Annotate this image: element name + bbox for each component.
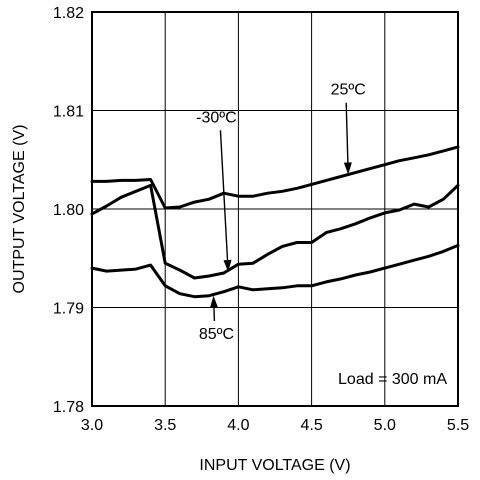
x-tick-label: 4.5 bbox=[300, 417, 322, 434]
arrow-head-85-c bbox=[209, 295, 218, 308]
arrow-line-30-c bbox=[219, 130, 229, 261]
x-axis-label: INPUT VOLTAGE (V) bbox=[199, 457, 350, 474]
arrow-head-25-c bbox=[343, 162, 352, 175]
series-curves bbox=[90, 145, 460, 299]
y-tick-label: 1.79 bbox=[53, 301, 84, 318]
x-tick-label: 3.5 bbox=[154, 417, 176, 434]
y-tick-label: 1.78 bbox=[53, 399, 84, 416]
series-line-25-c bbox=[90, 145, 460, 210]
x-tick-label: 5.5 bbox=[447, 417, 469, 434]
series-label-85-c: 85ºC bbox=[199, 326, 234, 343]
x-tick-label: 4.0 bbox=[227, 417, 249, 434]
x-tick-labels: 3.0 3.5 4.0 4.5 5.0 5.5 bbox=[81, 417, 469, 434]
series-label-30-c: -30ºC bbox=[196, 109, 237, 126]
y-tick-labels: 1.78 1.79 1.80 1.81 1.82 bbox=[53, 5, 84, 416]
load-annotation: Load = 300 mA bbox=[338, 371, 447, 388]
x-tick-label: 3.0 bbox=[81, 417, 103, 434]
arrow-head-30-c bbox=[223, 259, 232, 273]
series-line-30-c bbox=[90, 183, 460, 280]
series-annotations: 25ºC -30ºC 85ºC bbox=[196, 82, 366, 343]
y-tick-label: 1.81 bbox=[53, 104, 84, 121]
arrow-line-25-c bbox=[345, 102, 349, 163]
plot-frame bbox=[91, 11, 459, 407]
y-axis-label: OUTPUT VOLTAGE (V) bbox=[11, 125, 28, 294]
series-line-85-c bbox=[90, 243, 460, 299]
y-tick-label: 1.82 bbox=[53, 5, 84, 22]
y-tick-label: 1.80 bbox=[53, 202, 84, 219]
grid bbox=[92, 12, 458, 406]
x-tick-label: 5.0 bbox=[374, 417, 396, 434]
series-label-25-c: 25ºC bbox=[331, 82, 366, 99]
